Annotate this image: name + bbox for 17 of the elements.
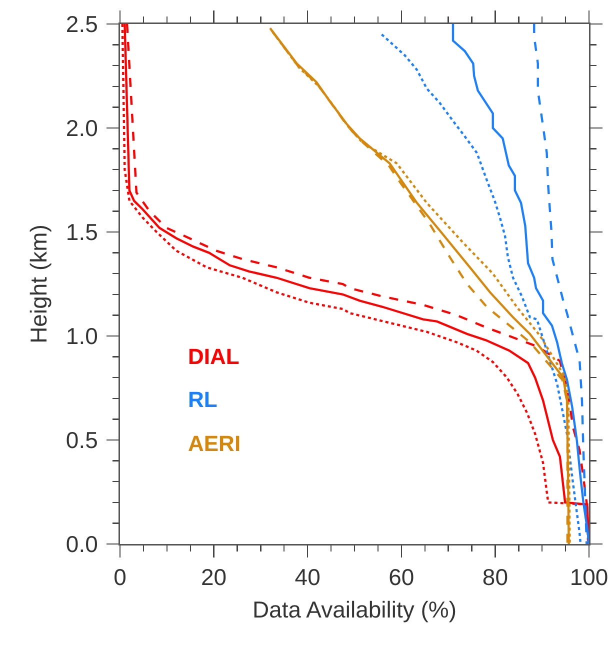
y-tick-label: 0.5 — [66, 427, 98, 454]
y-axis-title: Height (km) — [26, 224, 52, 344]
x-tick-label: 60 — [388, 564, 414, 590]
text: DIAL — [188, 344, 240, 369]
y-tick-label: 0.0 — [66, 531, 98, 558]
x-tick-label: 40 — [294, 564, 320, 590]
x-tick-label: 20 — [201, 564, 227, 590]
y-tick-label: 2.0 — [66, 115, 98, 142]
text: AERI — [188, 431, 241, 456]
x-tick-label: 0 — [114, 564, 126, 590]
y-tick-label: 1.0 — [66, 323, 98, 350]
x-axis-title: Data Availability (%) — [252, 596, 457, 622]
y-tick-label: 1.5 — [66, 219, 98, 246]
x-tick-label: 100 — [570, 564, 608, 590]
text: RL — [188, 387, 218, 412]
x-tick-label: 80 — [482, 564, 508, 590]
y-tick-label: 2.5 — [66, 11, 98, 38]
